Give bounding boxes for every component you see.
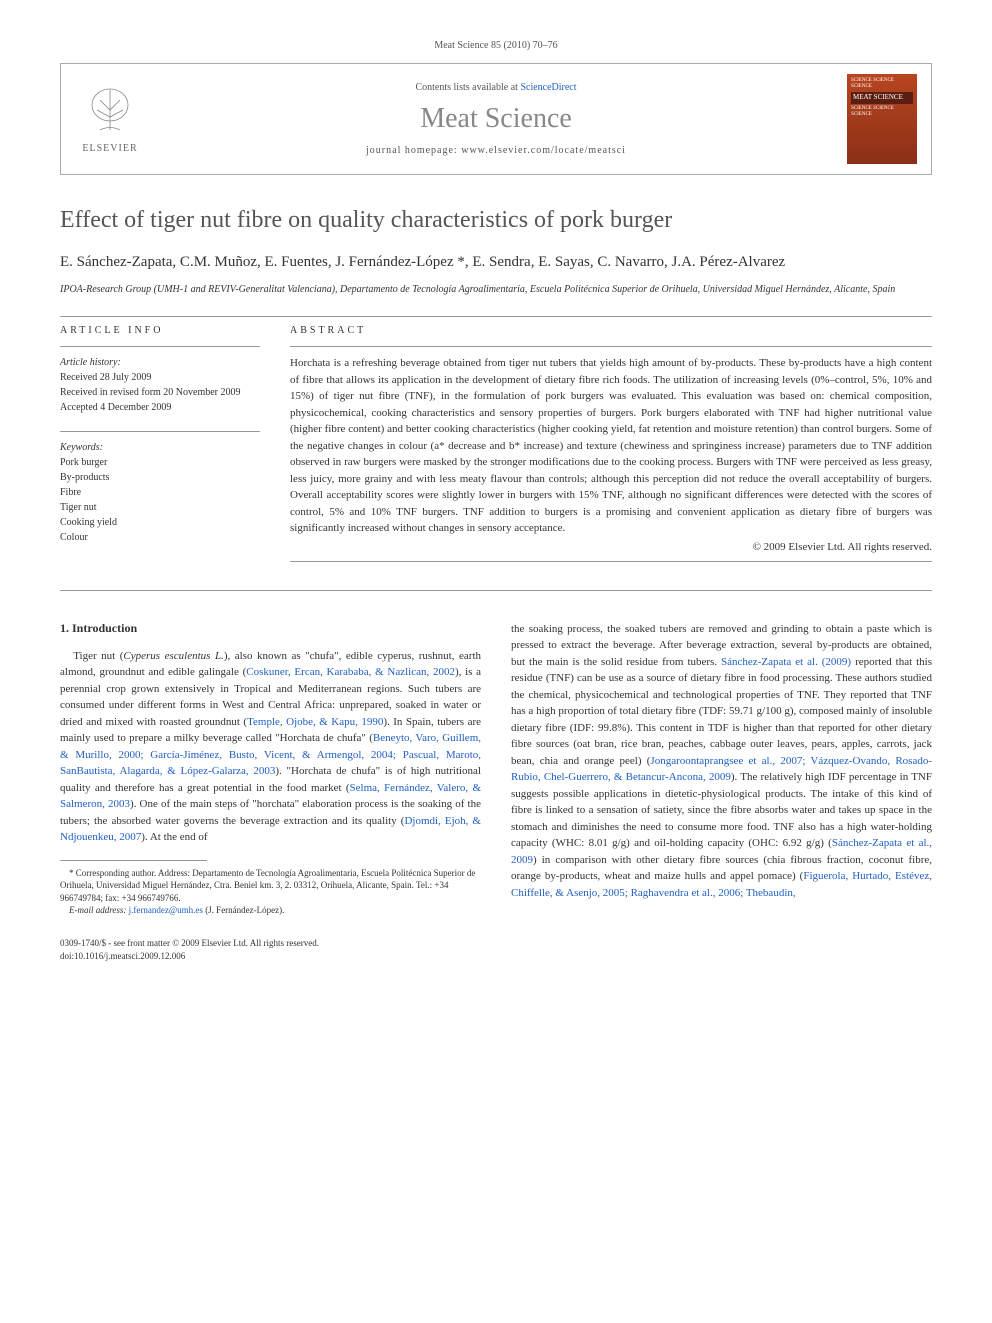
article-title: Effect of tiger nut fibre on quality cha… <box>60 205 932 236</box>
species-name: Cyperus esculentus L. <box>123 650 223 662</box>
journal-center: Contents lists available at ScienceDirec… <box>145 82 847 156</box>
revised-date: Received in revised form 20 November 200… <box>60 385 260 400</box>
divider <box>60 346 260 347</box>
abstract-head: ABSTRACT <box>290 325 932 336</box>
divider <box>290 346 932 347</box>
elsevier-logo: ELSEVIER <box>75 79 145 159</box>
authors-list: E. Sánchez-Zapata, C.M. Muñoz, E. Fuente… <box>60 252 932 273</box>
front-matter-line: 0309-1740/$ - see front matter © 2009 El… <box>60 937 932 950</box>
email-link[interactable]: j.fernandez@umh.es <box>129 905 203 915</box>
accepted-date: Accepted 4 December 2009 <box>60 400 260 415</box>
abstract-copyright: © 2009 Elsevier Ltd. All rights reserved… <box>290 541 932 553</box>
cover-bot: SCIENCE SCIENCE SCIENCE <box>851 106 913 118</box>
contents-label: Contents lists available at <box>415 82 517 93</box>
article-info-column: ARTICLE INFO Article history: Received 2… <box>60 325 260 570</box>
email-label: E-mail address: <box>69 905 126 915</box>
intro-paragraph-1: Tiger nut (Cyperus esculentus L.), also … <box>60 648 481 846</box>
keyword: Pork burger <box>60 455 260 470</box>
cover-mid: MEAT SCIENCE <box>851 92 913 104</box>
keyword: Cooking yield <box>60 515 260 530</box>
received-date: Received 28 July 2009 <box>60 370 260 385</box>
divider <box>60 316 932 317</box>
info-abstract-row: ARTICLE INFO Article history: Received 2… <box>60 325 932 570</box>
intro-paragraph-2: the soaking process, the soaked tubers a… <box>511 621 932 902</box>
keyword: By-products <box>60 470 260 485</box>
citation-link[interactable]: Coskuner, Ercan, Karababa, & Nazlican, 2… <box>246 666 455 678</box>
divider <box>290 561 932 562</box>
abstract-text: Horchata is a refreshing beverage obtain… <box>290 355 932 537</box>
text: reported that this residue (TNF) can be … <box>511 656 932 767</box>
article-history: Article history: Received 28 July 2009 R… <box>60 355 260 415</box>
elsevier-tree-icon <box>85 85 135 140</box>
journal-cover-thumbnail: SCIENCE SCIENCE SCIENCE MEAT SCIENCE SCI… <box>847 74 917 164</box>
journal-header-box: ELSEVIER Contents lists available at Sci… <box>60 63 932 175</box>
keyword: Fibre <box>60 485 260 500</box>
body-left-column: 1. Introduction Tiger nut (Cyperus escul… <box>60 621 481 917</box>
history-label: Article history: <box>60 355 260 370</box>
sciencedirect-link[interactable]: ScienceDirect <box>520 82 576 93</box>
doi-line: doi:10.1016/j.meatsci.2009.12.006 <box>60 950 932 963</box>
keyword: Tiger nut <box>60 500 260 515</box>
abstract-column: ABSTRACT Horchata is a refreshing bevera… <box>290 325 932 570</box>
contents-available-line: Contents lists available at ScienceDirec… <box>145 82 847 93</box>
publisher-name: ELSEVIER <box>82 143 137 154</box>
keyword: Colour <box>60 530 260 545</box>
corresponding-author-footnote: * Corresponding author. Address: Departa… <box>60 867 481 905</box>
text: Tiger nut ( <box>73 650 123 662</box>
divider <box>60 431 260 432</box>
email-footnote: E-mail address: j.fernandez@umh.es (J. F… <box>60 904 481 917</box>
cover-top: SCIENCE SCIENCE SCIENCE <box>851 78 913 90</box>
divider <box>60 590 932 591</box>
body-two-column: 1. Introduction Tiger nut (Cyperus escul… <box>60 621 932 917</box>
citation-link[interactable]: Temple, Ojobe, & Kapu, 1990 <box>247 716 383 728</box>
footnote-divider <box>60 860 207 861</box>
footer: 0309-1740/$ - see front matter © 2009 El… <box>60 937 932 962</box>
email-suffix: (J. Fernández-López). <box>205 905 284 915</box>
affiliation: IPOA-Research Group (UMH-1 and REVIV-Gen… <box>60 283 932 296</box>
text: ). At the end of <box>141 831 207 843</box>
intro-heading: 1. Introduction <box>60 621 481 636</box>
homepage-url: www.elsevier.com/locate/meatsci <box>461 145 626 156</box>
citation-link[interactable]: Sánchez-Zapata et al. (2009) <box>721 656 851 668</box>
body-right-column: the soaking process, the soaked tubers a… <box>511 621 932 917</box>
homepage-line: journal homepage: www.elsevier.com/locat… <box>145 145 847 156</box>
running-header: Meat Science 85 (2010) 70–76 <box>60 40 932 51</box>
keywords-label: Keywords: <box>60 440 260 455</box>
journal-name: Meat Science <box>145 103 847 135</box>
keywords-block: Keywords: Pork burger By-products Fibre … <box>60 440 260 545</box>
homepage-label: journal homepage: <box>366 145 458 156</box>
article-info-head: ARTICLE INFO <box>60 325 260 336</box>
